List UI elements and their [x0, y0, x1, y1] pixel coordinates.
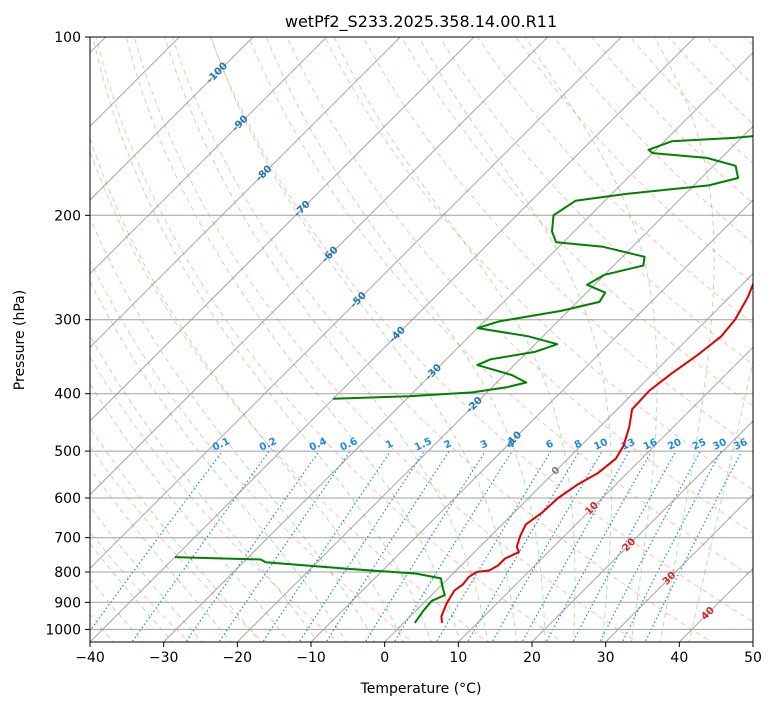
x-tick-label: 40 — [670, 650, 688, 666]
x-tick-label: 20 — [523, 650, 541, 666]
mixing-ratio-line — [90, 450, 223, 632]
isotherm-line — [90, 37, 696, 642]
mixing-ratio-label: 2 — [443, 438, 454, 451]
moist-adiabat — [125, 37, 461, 642]
y-tick-label: 600 — [54, 491, 81, 507]
isotherm-line — [90, 37, 549, 496]
x-tick-label: 10 — [449, 650, 467, 666]
isotherm-line — [383, 272, 753, 642]
moist-adiabat — [653, 37, 715, 642]
y-tick-label: 700 — [54, 531, 81, 547]
y-tick-label: 300 — [54, 313, 81, 329]
moist-adiabat — [90, 216, 376, 642]
x-axis-title: Temperature (°C) — [360, 681, 482, 697]
mixing-ratio-label: 4 — [505, 438, 516, 451]
isotherm-line — [90, 37, 475, 422]
mixing-ratio-line — [262, 450, 392, 642]
moist-adiabat — [90, 426, 261, 642]
moist-adiabat — [90, 542, 174, 642]
y-tick-label: 100 — [54, 30, 81, 46]
dry-adiabat — [477, 37, 753, 325]
isotherm-line — [90, 37, 254, 201]
x-tick-label: −30 — [149, 650, 179, 666]
dry-adiabat — [210, 37, 753, 623]
mixing-ratio-line — [466, 450, 580, 642]
isotherm-line — [310, 199, 753, 642]
y-tick-label: 900 — [54, 595, 81, 611]
y-tick-label: 200 — [54, 208, 81, 224]
y-tick-label: 1000 — [45, 622, 81, 638]
dry-adiabat — [362, 37, 753, 449]
x-tick-label: 30 — [597, 650, 615, 666]
isotherm-line — [604, 493, 753, 642]
mixing-ratio-line — [131, 450, 270, 642]
plot-frame — [89, 36, 754, 643]
mixing-ratio-label: 8 — [573, 438, 584, 451]
mixing-ratio-label: 20 — [666, 437, 683, 453]
mixing-ratio-line — [185, 450, 320, 642]
x-tick-label: −20 — [223, 650, 253, 666]
temperature-trace — [440, 281, 753, 623]
isotherm-line — [457, 346, 753, 642]
moist-adiabat — [210, 37, 518, 642]
mixing-ratio-line — [599, 450, 702, 642]
x-tick-label: −40 — [75, 650, 105, 666]
dry-adiabat — [95, 37, 564, 642]
mixing-ratio-line — [621, 450, 722, 642]
pressure-gridlines — [90, 37, 753, 630]
moist-adiabat — [164, 37, 489, 642]
mixing-ratio-line — [393, 450, 513, 642]
y-tick-label: 500 — [54, 444, 81, 460]
moist-adiabat — [265, 37, 546, 642]
isotherm-line — [90, 37, 402, 349]
y-tick-label: 800 — [54, 565, 81, 581]
y-tick-label: 400 — [54, 387, 81, 403]
chart-title: wetPf2_S233.2025.358.14.00.R11 — [285, 12, 557, 32]
mixing-ratio-line — [572, 450, 677, 642]
x-tick-label: 50 — [744, 650, 762, 666]
x-tick-label: 0 — [380, 650, 389, 666]
mixing-ratio-label: 3 — [479, 438, 490, 451]
moist-adiabat — [90, 334, 319, 642]
moist-adiabat — [90, 280, 347, 642]
moist-adiabat — [90, 578, 144, 642]
mixing-ratio-line — [298, 450, 425, 642]
sounding-series — [174, 135, 753, 624]
mixing-ratio-line — [218, 450, 351, 642]
mixing-ratio-line — [325, 450, 450, 642]
moist-adiabat — [524, 37, 658, 642]
mixing-ratio-label: 6 — [544, 438, 555, 451]
isotherm-line — [531, 420, 753, 642]
moist-adiabat — [90, 467, 232, 642]
x-axis-ticks: −40 −30 −20 −10 0 10 20 30 40 50 — [75, 642, 762, 666]
y-axis-title: Pressure (hPa) — [12, 290, 28, 390]
isotherm-line — [90, 37, 623, 570]
mixing-ratio-label: 16 — [642, 437, 659, 453]
dewpoint-trace — [174, 556, 446, 624]
isotherm-line — [162, 51, 753, 642]
y-axis-ticks: 100 200 300 400 500 600 700 800 900 1000 — [45, 30, 90, 638]
x-tick-label: −10 — [296, 650, 326, 666]
isotherm-line — [236, 125, 753, 642]
mixing-ratio-label: 36 — [732, 437, 749, 453]
mixing-ratio-label: 10 — [592, 437, 609, 453]
mixing-ratio-label: 30 — [711, 437, 728, 453]
dewpoint-trace — [333, 135, 753, 400]
mixing-ratio-label: 1 — [384, 438, 395, 451]
dry-adiabat — [324, 37, 753, 491]
mixing-ratio-label: 25 — [691, 437, 708, 453]
isotherm-line — [90, 37, 328, 275]
dry-adiabat — [90, 150, 489, 642]
